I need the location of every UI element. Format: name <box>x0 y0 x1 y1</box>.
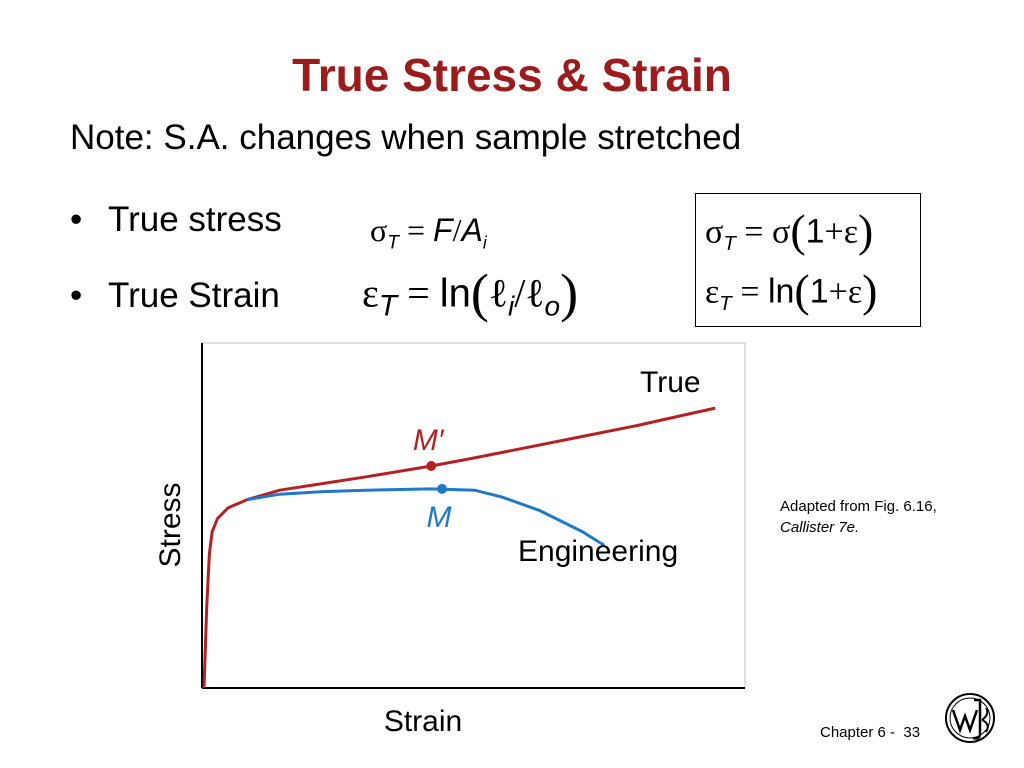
sigma-symbol: σ <box>771 213 791 251</box>
one: 1 <box>805 212 825 251</box>
plus-sign: + <box>824 213 844 251</box>
bullet-true-stress: • True stress <box>70 200 282 240</box>
subscript-i: i <box>482 232 487 253</box>
open-paren: ( <box>470 263 489 323</box>
close-paren: ) <box>862 265 878 316</box>
sigma-symbol: σ <box>705 213 724 251</box>
series-line-engineering <box>247 487 606 547</box>
subscript-t: T <box>387 232 399 254</box>
length-symbol: ℓ <box>525 270 545 316</box>
series-label-true: True <box>640 366 701 399</box>
page-footer: Chapter 6 - 33 <box>820 724 920 741</box>
area-variable: A <box>461 212 483 248</box>
wiley-logo-icon <box>945 693 995 743</box>
close-paren: ) <box>858 205 874 256</box>
epsilon-symbol: ε <box>705 273 720 311</box>
epsilon-symbol: ε <box>847 273 863 311</box>
epsilon-symbol: ε <box>362 270 379 316</box>
equals-sign: = <box>744 213 764 251</box>
true-strain-equation: εT = ln(ℓi/ℓo) <box>362 262 578 324</box>
subscript-t: T <box>723 233 736 256</box>
plus-sign: + <box>828 273 848 311</box>
chapter-label: Chapter 6 - <box>820 724 896 741</box>
page-title: True Stress & Strain <box>292 49 732 101</box>
length-symbol: ℓ <box>488 270 508 316</box>
true-stress-equation: σT = F/Ai <box>370 212 487 254</box>
open-paren: ( <box>794 265 810 316</box>
subscript-t: T <box>378 289 398 323</box>
close-paren: ) <box>560 263 579 323</box>
bullet-label: True stress <box>108 200 282 239</box>
point-label-0: M′ <box>413 424 445 457</box>
bullet-marker: • <box>70 276 83 315</box>
series-layer <box>202 406 716 689</box>
figure-caption: Adapted from Fig. 6.16, Callister 7e. <box>780 496 937 538</box>
equals-sign: = <box>406 212 426 248</box>
sigma-symbol: σ <box>370 212 388 248</box>
force-variable: F <box>433 212 453 248</box>
note-text: Note: S.A. changes when sample stretched <box>70 118 742 157</box>
caption-line-2: Callister 7e. <box>780 519 860 536</box>
series-line-true <box>202 406 716 689</box>
point-marker-1 <box>437 483 448 494</box>
epsilon-symbol: ε <box>843 213 858 251</box>
page-number: 33 <box>903 724 921 741</box>
subscript-i: i <box>507 290 515 322</box>
y-axis-label: Stress <box>154 482 187 567</box>
bullet-label: True Strain <box>108 276 280 315</box>
x-axis-label: Strain <box>384 705 462 738</box>
ln-function: ln <box>439 271 471 316</box>
caption-line-1: Adapted from Fig. 6.16, <box>780 498 937 515</box>
point-label-1: M <box>427 501 452 534</box>
series-label-engineering: Engineering <box>518 535 678 568</box>
bullet-true-strain: • True Strain <box>70 276 280 316</box>
slash: / <box>514 270 526 316</box>
equals-sign: = <box>740 273 760 311</box>
boxed-stress-equation: σT = σ(1+ε) <box>705 204 873 257</box>
subscript-o: o <box>544 290 561 322</box>
slash: / <box>452 212 462 248</box>
subscript-t: T <box>719 293 732 316</box>
equals-sign: = <box>407 270 430 316</box>
point-marker-0 <box>426 460 437 471</box>
bullet-marker: • <box>70 200 83 239</box>
boxed-equations-frame <box>695 193 921 327</box>
ln-function: ln <box>767 272 795 311</box>
boxed-strain-equation: εT = ln(1+ε) <box>705 264 877 317</box>
one: 1 <box>809 272 829 311</box>
points-layer: M′ M <box>413 424 452 534</box>
stress-strain-chart: M′ M True Engineering Strain Stress <box>154 342 746 738</box>
open-paren: ( <box>790 205 806 256</box>
